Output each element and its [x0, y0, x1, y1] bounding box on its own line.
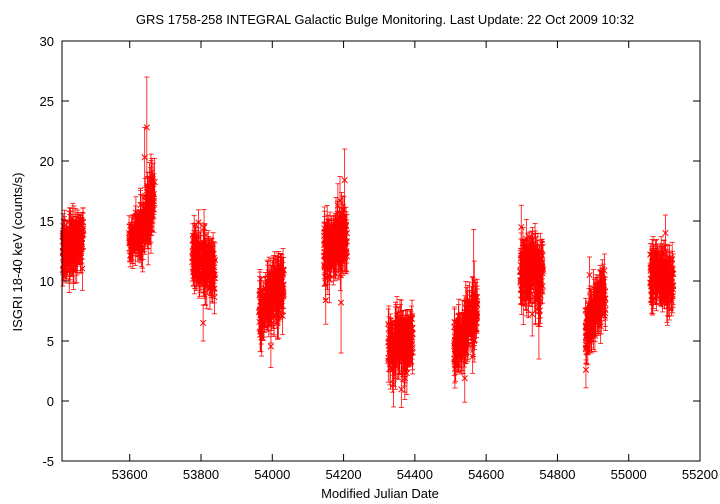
data-point — [69, 202, 76, 245]
data-point — [322, 222, 329, 258]
data-point — [77, 230, 84, 272]
data-point — [332, 235, 339, 280]
data-point — [387, 337, 394, 365]
plot-frame — [61, 40, 701, 462]
x-tick-label: 54600 — [468, 467, 504, 482]
y-axis-title: ISGRI 18-40 keV (counts/s) — [10, 173, 25, 332]
data-point — [137, 189, 144, 221]
data-point — [146, 197, 153, 246]
y-tick-label: -5 — [42, 454, 54, 469]
data-point — [405, 322, 413, 366]
y-tick-label: 30 — [40, 34, 54, 49]
x-tick-label: 54400 — [397, 467, 433, 482]
data-point — [191, 260, 198, 289]
x-tick-label: 54200 — [325, 467, 361, 482]
x-axis-title: Modified Julian Date — [321, 486, 439, 501]
x-tick-label: 53600 — [112, 467, 148, 482]
data-point — [256, 271, 264, 316]
data-point — [268, 267, 276, 311]
data-point — [394, 321, 402, 358]
x-axis: 53600 53800 54000 54200 54400 54600 54800 55000… — [112, 41, 718, 482]
x-tick-label: 53800 — [183, 467, 219, 482]
chart-title: GRS 1758-258 INTEGRAL Galactic Bulge Mon… — [136, 12, 634, 27]
data-point — [400, 341, 407, 369]
y-tick-label: 20 — [40, 154, 54, 169]
data-point — [391, 327, 398, 360]
y-tick-label: 25 — [40, 94, 54, 109]
y-tick-label: 15 — [40, 214, 54, 229]
data-point — [327, 229, 335, 261]
data-point — [326, 222, 334, 257]
data-point — [385, 305, 392, 353]
data-point — [275, 294, 282, 339]
data-point — [199, 304, 207, 342]
data-point — [143, 189, 150, 232]
data-point — [279, 248, 287, 292]
data-point — [209, 244, 216, 271]
data-point — [408, 315, 416, 360]
data-point — [190, 251, 197, 287]
x-tick-label: 55000 — [611, 467, 647, 482]
data-point — [390, 361, 397, 408]
data-point — [342, 223, 349, 260]
data-point — [261, 292, 268, 333]
data-point — [385, 339, 392, 383]
data-point — [207, 260, 215, 299]
data-point — [269, 260, 276, 288]
data-point — [59, 223, 66, 249]
x-tick-label: 54000 — [254, 467, 290, 482]
y-tick-label: 5 — [47, 334, 54, 349]
data-point — [128, 228, 135, 256]
data-point — [200, 256, 207, 297]
data-point — [195, 227, 202, 259]
data-point — [205, 248, 213, 288]
x-tick-label: 54800 — [539, 467, 575, 482]
data-point — [264, 299, 271, 327]
data-points — [59, 76, 677, 408]
data-point — [343, 219, 350, 264]
data-point — [586, 256, 593, 294]
data-point — [398, 370, 405, 408]
data-point — [267, 324, 275, 369]
y-tick-label: 10 — [40, 274, 54, 289]
x-tick-label: 55200 — [682, 467, 718, 482]
y-tick-label: 0 — [47, 394, 54, 409]
data-point — [66, 244, 74, 281]
data-point — [147, 199, 155, 243]
data-point — [73, 215, 80, 260]
